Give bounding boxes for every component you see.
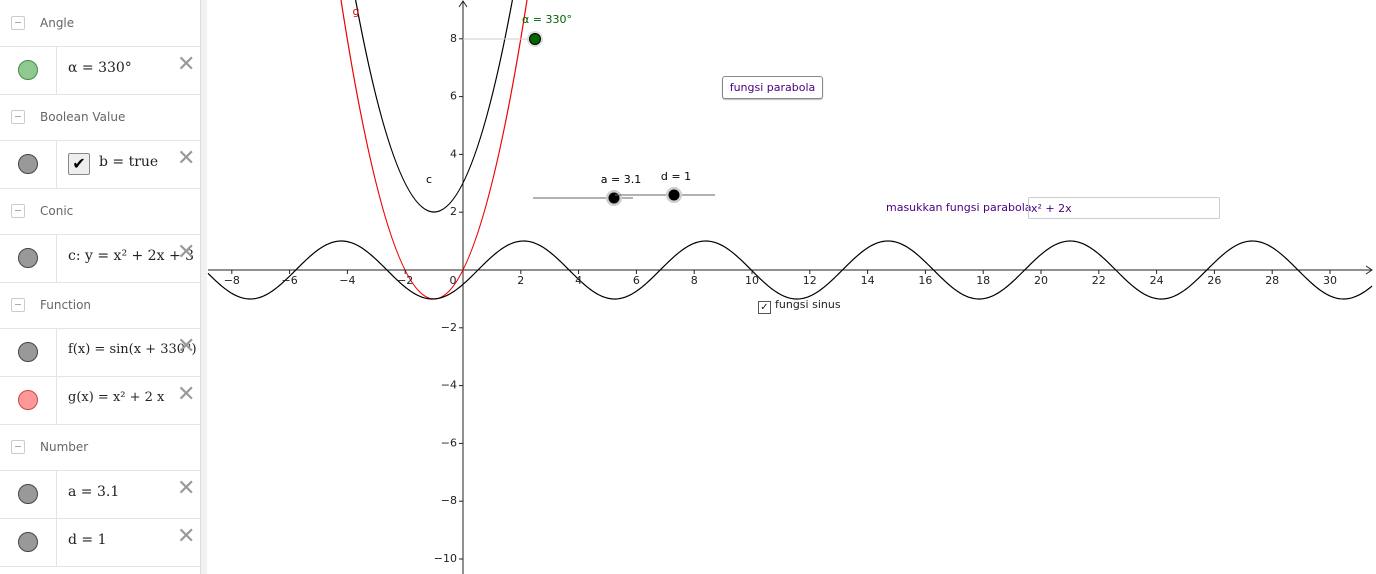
angle-point[interactable] — [529, 33, 541, 45]
x-tick-label: 12 — [803, 274, 817, 287]
item: b = true — [99, 154, 159, 170]
slider-a-point[interactable] — [608, 192, 620, 204]
group-header[interactable]: Function — [0, 282, 200, 329]
x-tick-label: 26 — [1207, 274, 1221, 287]
divider — [201, 0, 207, 574]
button[interactable]: fungsi parabola — [722, 76, 823, 99]
x-tick-label: 22 — [1092, 274, 1106, 287]
x-tick-label: 6 — [633, 274, 640, 287]
algebra-view: Angle α = 330° ✕ Boolean Value ✔ b = true ✕… — [0, 0, 201, 574]
group-header[interactable]: Number — [0, 424, 200, 471]
function-g — [340, 0, 528, 300]
label-c: c — [426, 173, 432, 186]
group-title: Number — [40, 440, 89, 454]
x-tick-label: 14 — [861, 274, 875, 287]
group-header[interactable]: Boolean Value — [0, 94, 200, 141]
x-tick-label: 8 — [691, 274, 698, 287]
group-title: Function — [40, 298, 92, 312]
check-box[interactable]: ✓ — [758, 301, 771, 314]
y-tick-label: 8 — [450, 32, 457, 45]
slider-d-point[interactable] — [668, 189, 680, 201]
x-tick-label: −6 — [281, 274, 297, 287]
x-tick-label: −2 — [397, 274, 413, 287]
item: a = 3.1 — [68, 484, 120, 500]
y-tick-label: −2 — [441, 321, 457, 334]
group-title: Angle — [40, 16, 75, 30]
algebra-row[interactable]: α = 330° ✕ — [0, 46, 200, 95]
item: g(x) = x² + 2 x — [68, 390, 165, 405]
slider-a-label: a = 3.1 — [601, 173, 641, 186]
x-tick-label: 10 — [745, 274, 759, 287]
group-title: Conic — [40, 204, 74, 218]
y-tick-label: 2 — [450, 205, 457, 218]
x-tick-label: −8 — [224, 274, 240, 287]
label-g: g — [353, 5, 360, 18]
checkbox[interactable]: ✓ fungsi sinus — [758, 298, 841, 314]
x-arrow — [1365, 265, 1373, 275]
x-tick-label: 2 — [517, 274, 524, 287]
conic-c — [355, 0, 513, 213]
y-tick-label: 4 — [450, 147, 457, 160]
group-header[interactable]: Conic — [0, 188, 200, 235]
y-tick-label: 6 — [450, 90, 457, 103]
input-caption: masukkan fungsi parabola — [886, 201, 1032, 214]
item: f(x) = sin(x + 330°) — [68, 342, 197, 357]
y-tick-label: −6 — [441, 436, 457, 449]
y-tick-label: −10 — [434, 552, 457, 565]
y-tick-label: −8 — [441, 494, 457, 507]
algebra-row[interactable]: g(x) = x² + 2 x ✕ — [0, 376, 200, 425]
x-tick-label: 18 — [976, 274, 990, 287]
x-tick-label: 16 — [918, 274, 932, 287]
x-tick-label: 30 — [1323, 274, 1337, 287]
item: α = 330° — [68, 60, 132, 76]
y-tick-label: −4 — [441, 379, 457, 392]
algebra-row[interactable]: f(x) = sin(x + 330°) ✕ — [0, 328, 200, 377]
x-tick-label: −4 — [339, 274, 355, 287]
label-alpha: α = 330° — [522, 13, 572, 26]
x-tick-label: 4 — [575, 274, 582, 287]
checkbox-label: fungsi sinus — [775, 298, 841, 311]
item: d = 1 — [68, 532, 107, 548]
algebra-row[interactable]: a = 3.1 ✕ — [0, 470, 200, 519]
input-box[interactable]: x² + 2x — [1028, 197, 1220, 219]
x-tick-label: 28 — [1265, 274, 1279, 287]
x-tick-label: 0 — [450, 274, 457, 287]
x-tick-label: 20 — [1034, 274, 1048, 287]
x-tick-label: 24 — [1150, 274, 1164, 287]
algebra-row[interactable]: c: y = x² + 2x + 3 ✕ — [0, 234, 200, 283]
group-header[interactable]: Angle — [0, 0, 200, 47]
algebra-row[interactable]: ✔ b = true ✕ — [0, 140, 200, 189]
function-f — [207, 240, 1373, 300]
slider-d-label: d = 1 — [661, 170, 691, 183]
y-arrow — [458, 0, 468, 8]
item: c: y = x² + 2x + 3 — [68, 248, 195, 264]
group-title: Boolean Value — [40, 110, 126, 124]
algebra-row[interactable]: d = 1 ✕ — [0, 518, 200, 567]
